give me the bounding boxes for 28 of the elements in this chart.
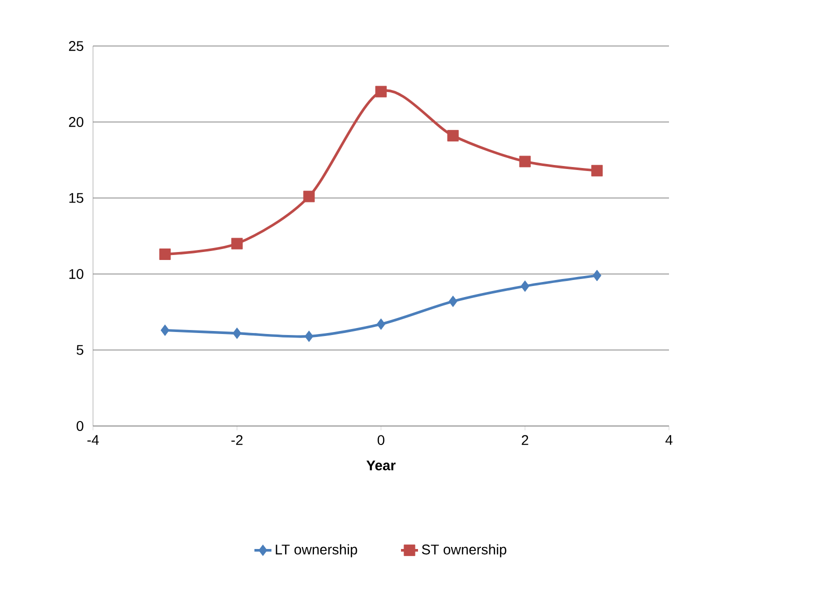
y-tick-label: 10 [69, 269, 84, 279]
point [520, 280, 530, 292]
point [447, 130, 459, 142]
x-tick-label: -4 [87, 435, 99, 445]
y-tick-label: 20 [69, 117, 84, 127]
legend-label: LT ownership [276, 544, 358, 558]
y-tick-label: 0 [76, 421, 84, 431]
point [231, 238, 243, 250]
point [376, 318, 386, 330]
point [592, 270, 602, 282]
point [232, 328, 242, 340]
point [159, 248, 171, 260]
point [591, 164, 603, 176]
x-tick-label: 0 [378, 435, 384, 446]
point [304, 330, 314, 342]
x-tick-label: 4 [665, 435, 672, 445]
point [448, 296, 458, 308]
legend-label: ST ownership [422, 544, 506, 558]
point [303, 190, 315, 202]
x-tick-label: 2 [522, 435, 528, 445]
y-tick-label: 5 [76, 345, 84, 355]
y-tick-label: 15 [69, 193, 84, 203]
point [519, 156, 531, 168]
x-tick-label: -2 [231, 435, 243, 445]
x-axis-title: Year [366, 460, 396, 470]
point [375, 86, 387, 98]
point [160, 324, 170, 336]
y-tick-label: 25 [69, 41, 84, 51]
